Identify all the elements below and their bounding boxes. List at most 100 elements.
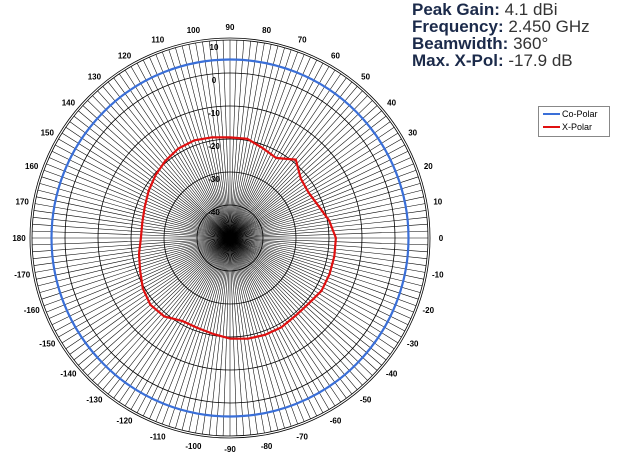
grid-spoke bbox=[149, 237, 231, 419]
grid-spoke bbox=[107, 81, 231, 239]
grid-spoke bbox=[209, 41, 231, 239]
grid-spoke bbox=[195, 42, 231, 239]
grid-spoke bbox=[39, 237, 231, 293]
grid-spoke bbox=[33, 217, 231, 239]
grid-spoke bbox=[229, 237, 292, 427]
grid-spoke bbox=[229, 59, 318, 239]
grid-spoke bbox=[229, 69, 336, 239]
angle-tick-label: -130 bbox=[86, 396, 103, 405]
grid-spoke bbox=[33, 237, 231, 266]
angle-tick-label: 170 bbox=[16, 197, 30, 206]
grid-spoke bbox=[229, 163, 414, 239]
grid-spoke bbox=[124, 69, 231, 239]
grid-spoke bbox=[136, 237, 231, 413]
grid-spoke bbox=[188, 237, 231, 432]
angle-tick-label: -100 bbox=[185, 442, 202, 451]
angle-tick-label: 0 bbox=[439, 234, 444, 243]
grid-spoke bbox=[181, 237, 231, 431]
grid-spoke bbox=[229, 49, 292, 239]
angle-tick-label: -10 bbox=[432, 271, 444, 280]
grid-spoke bbox=[229, 237, 414, 313]
grid-spoke bbox=[229, 237, 402, 338]
angle-tick-label: 70 bbox=[298, 36, 307, 45]
series-line-co-polar bbox=[50, 58, 410, 418]
grid-spoke bbox=[229, 144, 405, 239]
grid-spoke bbox=[73, 237, 231, 361]
grid-spoke bbox=[34, 237, 231, 273]
grid-spoke bbox=[188, 44, 231, 239]
grid-spoke bbox=[229, 237, 258, 435]
grid-spoke bbox=[78, 237, 231, 366]
grid-spoke bbox=[124, 237, 231, 407]
grid-spoke bbox=[36, 196, 231, 239]
grid-spoke bbox=[229, 42, 265, 239]
grid-spoke bbox=[32, 237, 231, 246]
angle-tick-label: -70 bbox=[296, 432, 308, 441]
grid-spoke bbox=[113, 77, 231, 239]
grid-spoke bbox=[229, 237, 358, 390]
grid-spoke bbox=[155, 54, 231, 239]
angle-tick-label: 60 bbox=[331, 51, 340, 60]
grid-spoke bbox=[229, 189, 423, 239]
grid-spoke bbox=[229, 100, 373, 239]
angle-tick-label: -140 bbox=[60, 370, 77, 379]
legend-label: Co-Polar bbox=[562, 108, 598, 119]
grid-spoke bbox=[87, 237, 231, 376]
grid-spoke bbox=[43, 170, 231, 239]
grid-spoke bbox=[229, 176, 419, 239]
angle-tick-label: 130 bbox=[88, 72, 102, 81]
grid-spoke bbox=[229, 237, 311, 419]
grid-spoke bbox=[36, 237, 231, 280]
spec-key: Peak Gain: bbox=[412, 0, 500, 19]
grid-spoke bbox=[162, 237, 231, 425]
grid-spoke bbox=[229, 54, 305, 239]
grid-spoke bbox=[229, 237, 238, 436]
grid-spoke bbox=[142, 237, 231, 417]
grid-spoke bbox=[229, 51, 298, 239]
grid-spoke bbox=[33, 210, 231, 239]
angle-tick-label: -170 bbox=[14, 271, 31, 280]
legend-swatch bbox=[543, 112, 560, 115]
angle-tick-label: -60 bbox=[330, 417, 342, 426]
grid-spoke bbox=[229, 237, 428, 246]
spec-peak-gain: Peak Gain: 4.1 dBi bbox=[412, 1, 590, 18]
grid-spoke bbox=[229, 237, 285, 429]
spec-value: -17.9 dB bbox=[508, 51, 573, 70]
grid-spoke bbox=[229, 183, 421, 239]
grid-spoke bbox=[229, 105, 378, 239]
series-layer bbox=[50, 58, 410, 418]
grid-spoke bbox=[229, 237, 399, 344]
grid-spoke bbox=[229, 217, 427, 239]
grid-spoke bbox=[55, 144, 231, 239]
grid-spoke bbox=[229, 86, 358, 239]
grid-spoke bbox=[229, 237, 378, 371]
angle-tick-label: -50 bbox=[360, 396, 372, 405]
grid-spoke bbox=[229, 237, 318, 417]
grid-spoke bbox=[142, 59, 231, 239]
angle-tick-label: 40 bbox=[387, 98, 396, 107]
grid-spoke bbox=[229, 237, 251, 435]
angle-tick-label: 50 bbox=[361, 72, 370, 81]
grid-spoke bbox=[229, 237, 279, 431]
grid-spoke bbox=[229, 237, 373, 376]
grid-spoke bbox=[229, 237, 382, 366]
angle-tick-label: -30 bbox=[407, 340, 419, 349]
grid-spoke bbox=[215, 40, 231, 239]
grid-spoke bbox=[229, 237, 391, 355]
polar-grid bbox=[29, 37, 431, 439]
grid-spoke bbox=[41, 176, 231, 239]
grid-spoke bbox=[78, 110, 231, 239]
legend-label: X-Polar bbox=[562, 121, 593, 132]
grid-spoke bbox=[82, 105, 231, 239]
grid-spoke bbox=[229, 57, 311, 239]
grid-spoke bbox=[229, 237, 272, 432]
grid-spoke bbox=[73, 115, 231, 239]
grid-spoke bbox=[46, 163, 231, 239]
grid-spoke bbox=[33, 237, 231, 259]
grid-spoke bbox=[49, 157, 231, 239]
angle-tick-label: 180 bbox=[12, 234, 26, 243]
angle-tick-label: -110 bbox=[150, 432, 166, 441]
grid-spoke bbox=[37, 189, 231, 239]
grid-spoke bbox=[229, 237, 427, 266]
